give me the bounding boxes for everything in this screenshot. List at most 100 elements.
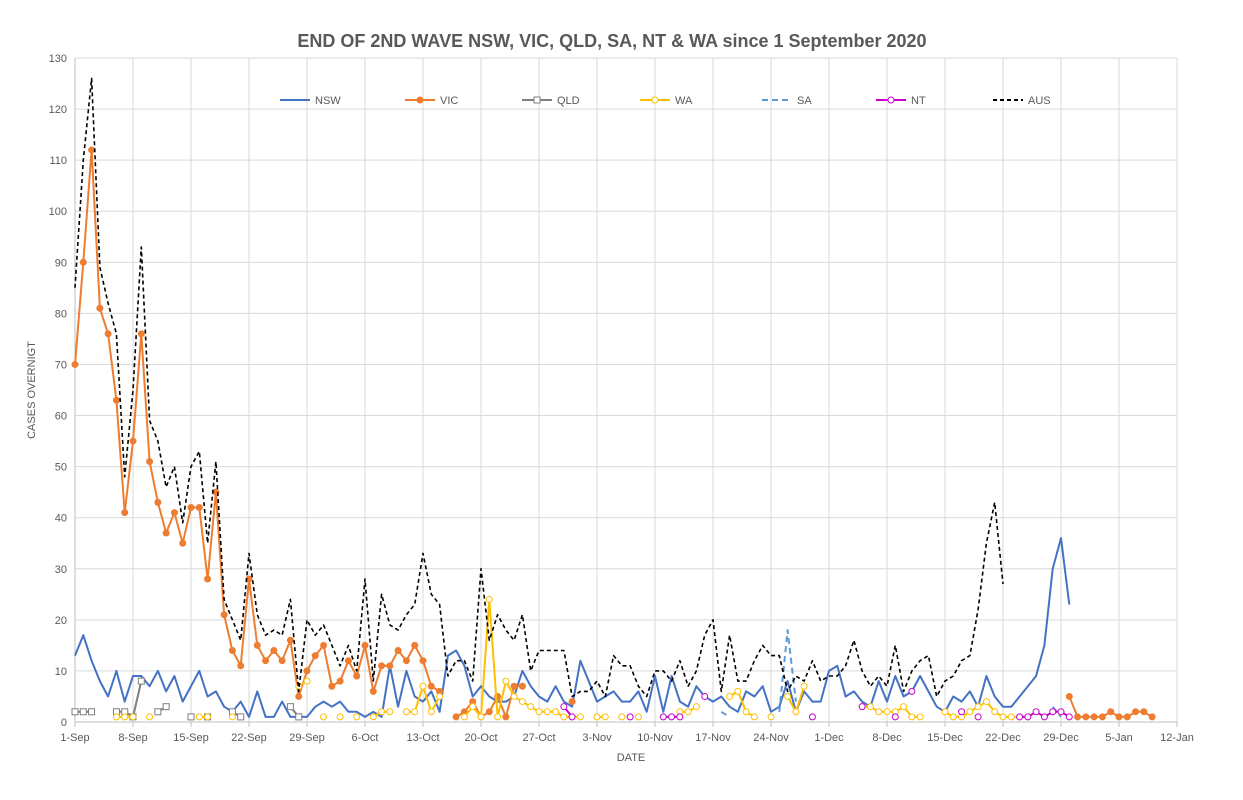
qld-point xyxy=(286,703,294,711)
vic-point xyxy=(253,641,261,649)
x-tick-label: 12-Jan xyxy=(1160,732,1194,744)
vic-point xyxy=(220,611,228,619)
x-tick-label: 1-Dec xyxy=(814,732,844,744)
wa-point xyxy=(742,708,750,716)
vic-point xyxy=(353,672,361,680)
vic-point xyxy=(286,636,294,644)
x-tick-label: 29-Sep xyxy=(289,732,324,744)
nt-point xyxy=(908,687,916,695)
wa-point xyxy=(195,713,203,721)
wa-point xyxy=(527,703,535,711)
legend-marker-vic xyxy=(416,96,424,104)
wa-point xyxy=(469,703,477,711)
wa-point xyxy=(378,708,386,716)
vic-point xyxy=(369,687,377,695)
vic-point xyxy=(378,662,386,670)
axes: 0 10 20 30 40 50 60 70 80 90 100 110 120 130 1-Sep 8-Se… xyxy=(49,53,1194,744)
wa-point xyxy=(966,708,974,716)
sa-line xyxy=(778,629,797,712)
legend-marker-nt xyxy=(887,96,895,104)
wa-line xyxy=(944,700,1020,718)
wa-point xyxy=(974,703,982,711)
wa-point xyxy=(386,708,394,716)
vic-point xyxy=(1123,713,1131,721)
x-tick-label: 8-Dec xyxy=(872,732,902,744)
wa-point xyxy=(634,713,642,721)
vic-point xyxy=(1148,713,1156,721)
wa-point xyxy=(991,708,999,716)
legend-entry-qld: QLD xyxy=(522,95,580,107)
x-tick-label: 15-Sep xyxy=(173,732,208,744)
wa-point xyxy=(485,595,493,603)
vic-point xyxy=(344,657,352,665)
legend-entry-sa: SA xyxy=(762,95,812,107)
y-tick-label: 50 xyxy=(55,462,67,474)
x-tick-label: 3-Nov xyxy=(582,732,612,744)
vic-point xyxy=(1098,713,1106,721)
legend-label-qld: QLD xyxy=(557,95,580,107)
wa-line xyxy=(729,690,755,718)
wa-point xyxy=(477,713,485,721)
wa-point xyxy=(576,713,584,721)
legend-entry-aus: AUS xyxy=(993,95,1051,107)
wa-point xyxy=(353,713,361,721)
vic-point xyxy=(1082,713,1090,721)
wa-point xyxy=(129,713,137,721)
x-tick-label: 1-Sep xyxy=(60,732,89,744)
y-tick-label: 30 xyxy=(55,564,67,576)
nsw-line xyxy=(74,537,1071,718)
qld-point xyxy=(79,708,87,716)
x-tick-label: 10-Nov xyxy=(637,732,673,744)
wa-point xyxy=(692,703,700,711)
nt-point xyxy=(701,692,709,700)
wa-point xyxy=(684,708,692,716)
wa-point xyxy=(726,692,734,700)
x-tick-label: 5-Jan xyxy=(1105,732,1133,744)
vic-point xyxy=(452,713,460,721)
nt-point xyxy=(1057,708,1065,716)
nt-point xyxy=(1024,713,1032,721)
vic-point xyxy=(79,258,87,266)
y-tick-label: 70 xyxy=(55,359,67,371)
nt-point xyxy=(568,713,576,721)
legend-label-wa: WA xyxy=(675,95,693,107)
vic-point xyxy=(411,641,419,649)
gridlines xyxy=(75,57,1178,722)
wa-point xyxy=(121,713,129,721)
wa-point xyxy=(792,708,800,716)
sa-line xyxy=(1051,706,1062,718)
wa-point xyxy=(999,713,1007,721)
legend-entry-vic: VIC xyxy=(405,95,458,107)
x-tick-label: 29-Dec xyxy=(1043,732,1079,744)
vic-point xyxy=(295,692,303,700)
x-tick-label: 15-Dec xyxy=(927,732,963,744)
qld-line xyxy=(116,680,143,718)
vic-point xyxy=(96,304,104,312)
series-sa xyxy=(720,629,1062,718)
vic-point xyxy=(204,575,212,583)
vic-point xyxy=(485,708,493,716)
vic-point xyxy=(278,657,286,665)
vic-point xyxy=(320,641,328,649)
nt-point xyxy=(668,713,676,721)
wa-point xyxy=(112,713,120,721)
x-tick-label: 13-Oct xyxy=(406,732,439,744)
wa-point xyxy=(494,713,502,721)
vic-point xyxy=(104,330,112,338)
nt-point xyxy=(1040,713,1048,721)
wa-point xyxy=(228,713,236,721)
vic-point xyxy=(518,682,526,690)
legend-label-nt: NT xyxy=(911,95,926,107)
nt-point xyxy=(891,713,899,721)
wa-point xyxy=(411,708,419,716)
nt-point xyxy=(1032,708,1040,716)
x-tick-label: 22-Dec xyxy=(985,732,1021,744)
vic-point xyxy=(270,646,278,654)
vic-point xyxy=(336,677,344,685)
wa-point xyxy=(320,713,328,721)
vic-point xyxy=(179,539,187,547)
wa-point xyxy=(436,692,444,700)
vic-point xyxy=(170,509,178,517)
vic-point xyxy=(386,662,394,670)
wa-point xyxy=(419,682,427,690)
